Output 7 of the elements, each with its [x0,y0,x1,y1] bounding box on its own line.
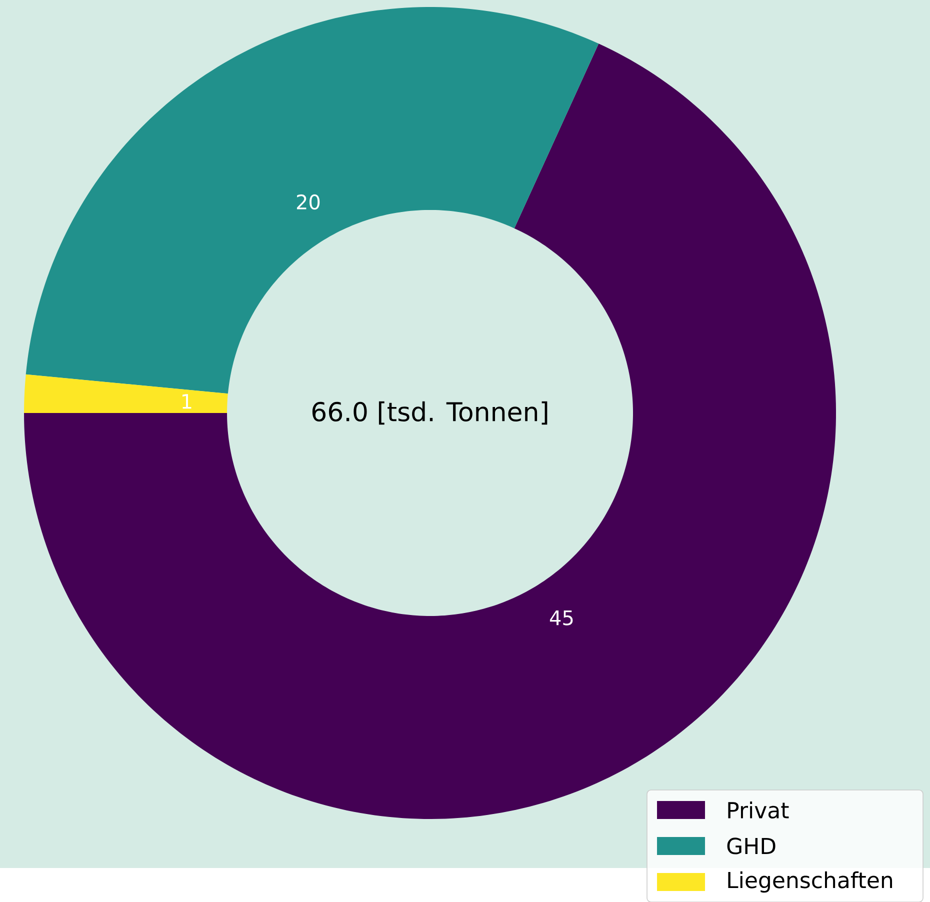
legend-label: Liegenschaften [728,871,892,892]
data-label: 20 [296,194,320,210]
text: 66.0 [tsd. Tonnen] [312,401,548,424]
legend-label: GHD [727,838,776,854]
data-label: 1 [182,394,192,408]
data-label: 45 [550,610,573,626]
legend-label: Privat [728,801,789,818]
